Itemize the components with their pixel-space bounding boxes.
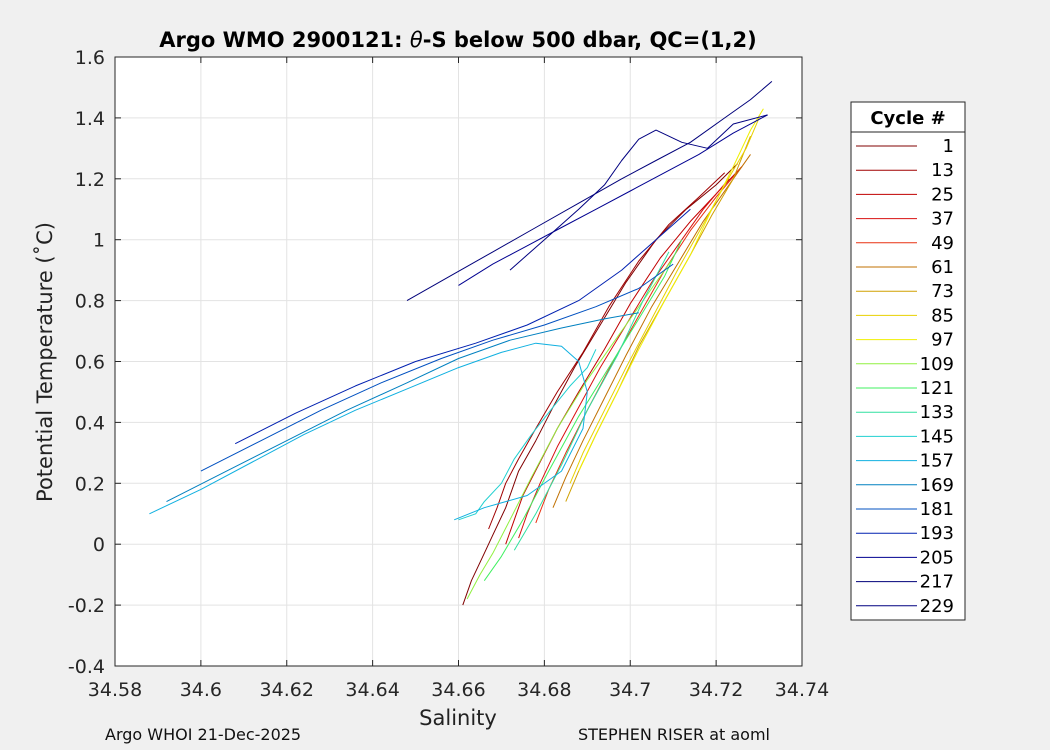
legend-label-cycle-229: 229: [920, 596, 954, 617]
chart-title-theta: θ: [410, 28, 423, 52]
axis-ticks: 34.58 34.6 34.62 34.64 34.66 34.68 34.7 34.72 34…: [68, 47, 829, 701]
chart-title-suffix: -S below 500 dbar, QC=(1,2): [423, 28, 757, 52]
x-tick-label: 34.68: [517, 679, 571, 701]
x-tick-label: 34.58: [88, 679, 142, 701]
x-tick-label: 34.72: [689, 679, 743, 701]
legend-label-cycle-169: 169: [920, 475, 954, 496]
legend-title: Cycle #: [870, 108, 945, 129]
legend-label-cycle-217: 217: [920, 572, 954, 593]
y-tick-label: -0.4: [68, 656, 105, 678]
series-line-cycle-97: [578, 108, 764, 472]
legend-label-cycle-109: 109: [920, 354, 954, 375]
legend-label-cycle-73: 73: [931, 281, 954, 302]
legend-label-cycle-49: 49: [931, 233, 954, 254]
series-line-cycle-109: [466, 257, 674, 600]
series-line-cycle-37: [518, 178, 730, 539]
footer-left: Argo WHOI 21-Dec-2025: [105, 725, 302, 744]
y-tick-label: 0.2: [75, 473, 105, 495]
y-axis-label: Potential Temperature (˚C): [33, 222, 57, 502]
y-tick-label: 1.6: [75, 47, 105, 69]
legend-label-cycle-13: 13: [931, 160, 954, 181]
legend-label-cycle-121: 121: [920, 378, 954, 399]
legend-label-cycle-1: 1: [943, 136, 954, 157]
series-line-cycle-229: [509, 114, 768, 271]
legend-label-cycle-145: 145: [920, 426, 954, 447]
legend-label-cycle-25: 25: [931, 184, 954, 205]
y-tick-label: 0.4: [75, 412, 105, 434]
y-tick-label: 1.2: [75, 169, 105, 191]
legend-label-cycle-157: 157: [920, 451, 954, 472]
series-line-cycle-85: [569, 117, 760, 484]
legend-label-cycle-205: 205: [920, 547, 954, 568]
footer-right: STEPHEN RISER at aoml: [578, 725, 770, 744]
legend-items: 1 13 25 37 49 61 73 85 97 109 121 133 145 157 169 181 19…: [856, 136, 954, 617]
series-line-cycle-13: [488, 172, 726, 530]
y-tick-label: 1.4: [75, 108, 105, 130]
chart-title-prefix: Argo WMO 2900121:: [159, 28, 410, 52]
legend-label-cycle-133: 133: [920, 402, 954, 423]
series-line-cycle-121: [483, 239, 683, 581]
chart-title: Argo WMO 2900121: θ-S below 500 dbar, QC…: [159, 28, 756, 52]
series-line-cycle-181: [200, 263, 674, 472]
x-axis-label: Salinity: [419, 706, 497, 730]
x-tick-label: 34.7: [609, 679, 651, 701]
x-tick-label: 34.66: [431, 679, 485, 701]
grid-lines: [115, 57, 802, 666]
legend-label-cycle-37: 37: [931, 209, 954, 230]
series-line-cycle-169: [166, 312, 639, 503]
x-tick-label: 34.6: [180, 679, 222, 701]
series-line-cycle-205: [458, 114, 768, 286]
legend: Cycle # 1 13 25 37 49 61 73 85 97 109 121 133 145 157…: [850, 101, 966, 621]
legend-label-cycle-61: 61: [931, 257, 954, 278]
series-line-cycle-49: [535, 166, 743, 524]
series-line-cycle-61: [552, 154, 751, 508]
y-tick-label: 0.6: [75, 352, 105, 374]
legend-label-cycle-85: 85: [931, 305, 954, 326]
y-tick-label: 1: [93, 230, 105, 252]
series-line-cycle-25: [505, 166, 743, 545]
series-line-cycle-193: [234, 208, 691, 445]
legend-label-cycle-97: 97: [931, 330, 954, 351]
legend-label-cycle-193: 193: [920, 523, 954, 544]
series-line-cycle-145: [458, 349, 597, 521]
series-group: [149, 81, 773, 606]
y-tick-label: 0: [93, 534, 105, 556]
y-tick-label: -0.2: [68, 595, 105, 617]
series-line-cycle-157: [149, 342, 588, 521]
series-line-cycle-133: [513, 251, 670, 551]
legend-label-cycle-181: 181: [920, 499, 954, 520]
y-tick-label: 0.8: [75, 291, 105, 313]
x-tick-label: 34.64: [345, 679, 399, 701]
x-tick-label: 34.62: [260, 679, 314, 701]
series-line-cycle-217: [406, 81, 773, 302]
x-tick-label: 34.74: [775, 679, 829, 701]
